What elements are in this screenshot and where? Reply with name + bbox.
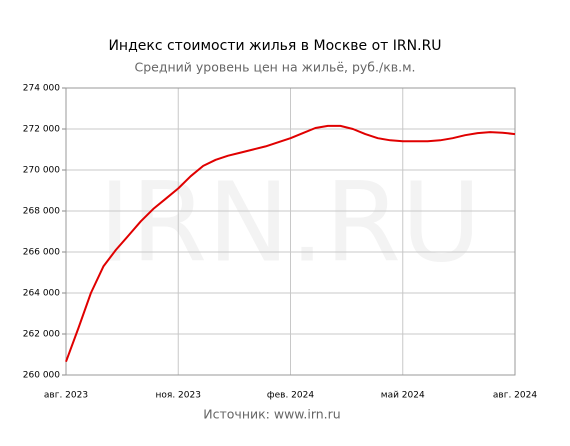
y-tick-label: 274 000: [23, 84, 60, 94]
x-tick-label: май 2024: [381, 391, 425, 401]
y-tick-label: 264 000: [23, 289, 60, 299]
x-tick-label: авг. 2024: [493, 391, 537, 401]
line-series: [65, 124, 516, 363]
x-tick-label: фев. 2024: [267, 391, 314, 401]
x-tick-label: ноя. 2023: [156, 391, 201, 401]
plot-frame: [65, 87, 516, 376]
y-tick-label: 270 000: [23, 166, 60, 176]
chart-subtitle: Средний уровень цен на жильё, руб./кв.м.: [135, 60, 416, 75]
chart-title: Индекс стоимости жилья в Москве от IRN.R…: [108, 38, 441, 54]
y-tick-label: 266 000: [23, 248, 60, 258]
y-tick-label: 262 000: [23, 330, 60, 340]
y-tick-label: 268 000: [23, 207, 60, 217]
source: Источник: www.irn.ru: [203, 407, 340, 422]
x-tick-label: авг. 2023: [44, 391, 88, 401]
y-tick-label: 272 000: [23, 125, 60, 135]
y-tick-label: 260 000: [23, 371, 60, 381]
